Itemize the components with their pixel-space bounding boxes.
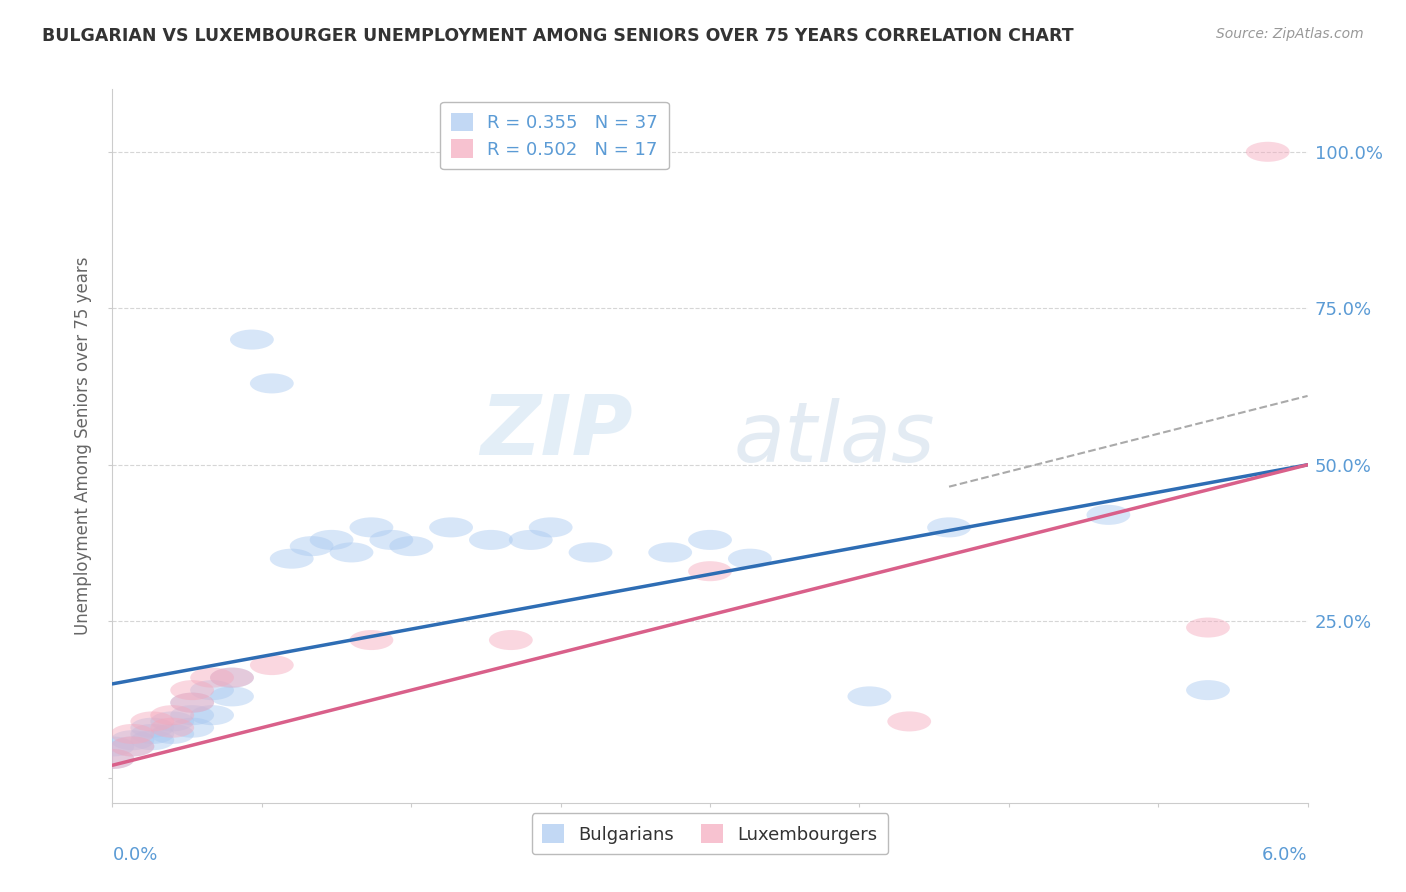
- Ellipse shape: [429, 517, 472, 537]
- Ellipse shape: [90, 737, 135, 756]
- Ellipse shape: [309, 530, 353, 549]
- Ellipse shape: [90, 749, 135, 769]
- Ellipse shape: [131, 731, 174, 750]
- Ellipse shape: [131, 712, 174, 731]
- Ellipse shape: [111, 737, 155, 756]
- Ellipse shape: [111, 737, 155, 756]
- Text: Source: ZipAtlas.com: Source: ZipAtlas.com: [1216, 27, 1364, 41]
- Ellipse shape: [887, 712, 931, 731]
- Ellipse shape: [170, 706, 214, 725]
- Ellipse shape: [329, 542, 374, 563]
- Ellipse shape: [170, 718, 214, 738]
- Ellipse shape: [150, 706, 194, 725]
- Ellipse shape: [170, 692, 214, 713]
- Ellipse shape: [250, 655, 294, 675]
- Ellipse shape: [111, 724, 155, 744]
- Text: 6.0%: 6.0%: [1263, 846, 1308, 863]
- Ellipse shape: [848, 686, 891, 706]
- Text: ZIP: ZIP: [479, 392, 633, 472]
- Ellipse shape: [927, 517, 972, 537]
- Ellipse shape: [290, 536, 333, 557]
- Ellipse shape: [111, 731, 155, 750]
- Ellipse shape: [728, 549, 772, 569]
- Ellipse shape: [1246, 142, 1289, 161]
- Ellipse shape: [1187, 617, 1230, 638]
- Legend: Bulgarians, Luxembourgers: Bulgarians, Luxembourgers: [531, 814, 889, 855]
- Ellipse shape: [150, 712, 194, 731]
- Ellipse shape: [150, 724, 194, 744]
- Ellipse shape: [350, 517, 394, 537]
- Ellipse shape: [190, 680, 233, 700]
- Ellipse shape: [131, 718, 174, 738]
- Ellipse shape: [170, 680, 214, 700]
- Text: 0.0%: 0.0%: [112, 846, 157, 863]
- Ellipse shape: [350, 630, 394, 650]
- Text: BULGARIAN VS LUXEMBOURGER UNEMPLOYMENT AMONG SENIORS OVER 75 YEARS CORRELATION C: BULGARIAN VS LUXEMBOURGER UNEMPLOYMENT A…: [42, 27, 1074, 45]
- Ellipse shape: [489, 630, 533, 650]
- Ellipse shape: [190, 667, 233, 688]
- Ellipse shape: [209, 667, 254, 688]
- Ellipse shape: [170, 692, 214, 713]
- Ellipse shape: [250, 374, 294, 393]
- Ellipse shape: [688, 530, 733, 549]
- Ellipse shape: [370, 530, 413, 549]
- Ellipse shape: [209, 667, 254, 688]
- Ellipse shape: [688, 561, 733, 582]
- Ellipse shape: [150, 718, 194, 738]
- Y-axis label: Unemployment Among Seniors over 75 years: Unemployment Among Seniors over 75 years: [75, 257, 93, 635]
- Ellipse shape: [568, 542, 613, 563]
- Ellipse shape: [509, 530, 553, 549]
- Ellipse shape: [389, 536, 433, 557]
- Ellipse shape: [190, 706, 233, 725]
- Ellipse shape: [1187, 680, 1230, 700]
- Ellipse shape: [90, 749, 135, 769]
- Ellipse shape: [648, 542, 692, 563]
- Ellipse shape: [270, 549, 314, 569]
- Ellipse shape: [131, 724, 174, 744]
- Ellipse shape: [209, 686, 254, 706]
- Ellipse shape: [231, 329, 274, 350]
- Text: atlas: atlas: [734, 399, 935, 479]
- Ellipse shape: [529, 517, 572, 537]
- Ellipse shape: [470, 530, 513, 549]
- Ellipse shape: [1087, 505, 1130, 524]
